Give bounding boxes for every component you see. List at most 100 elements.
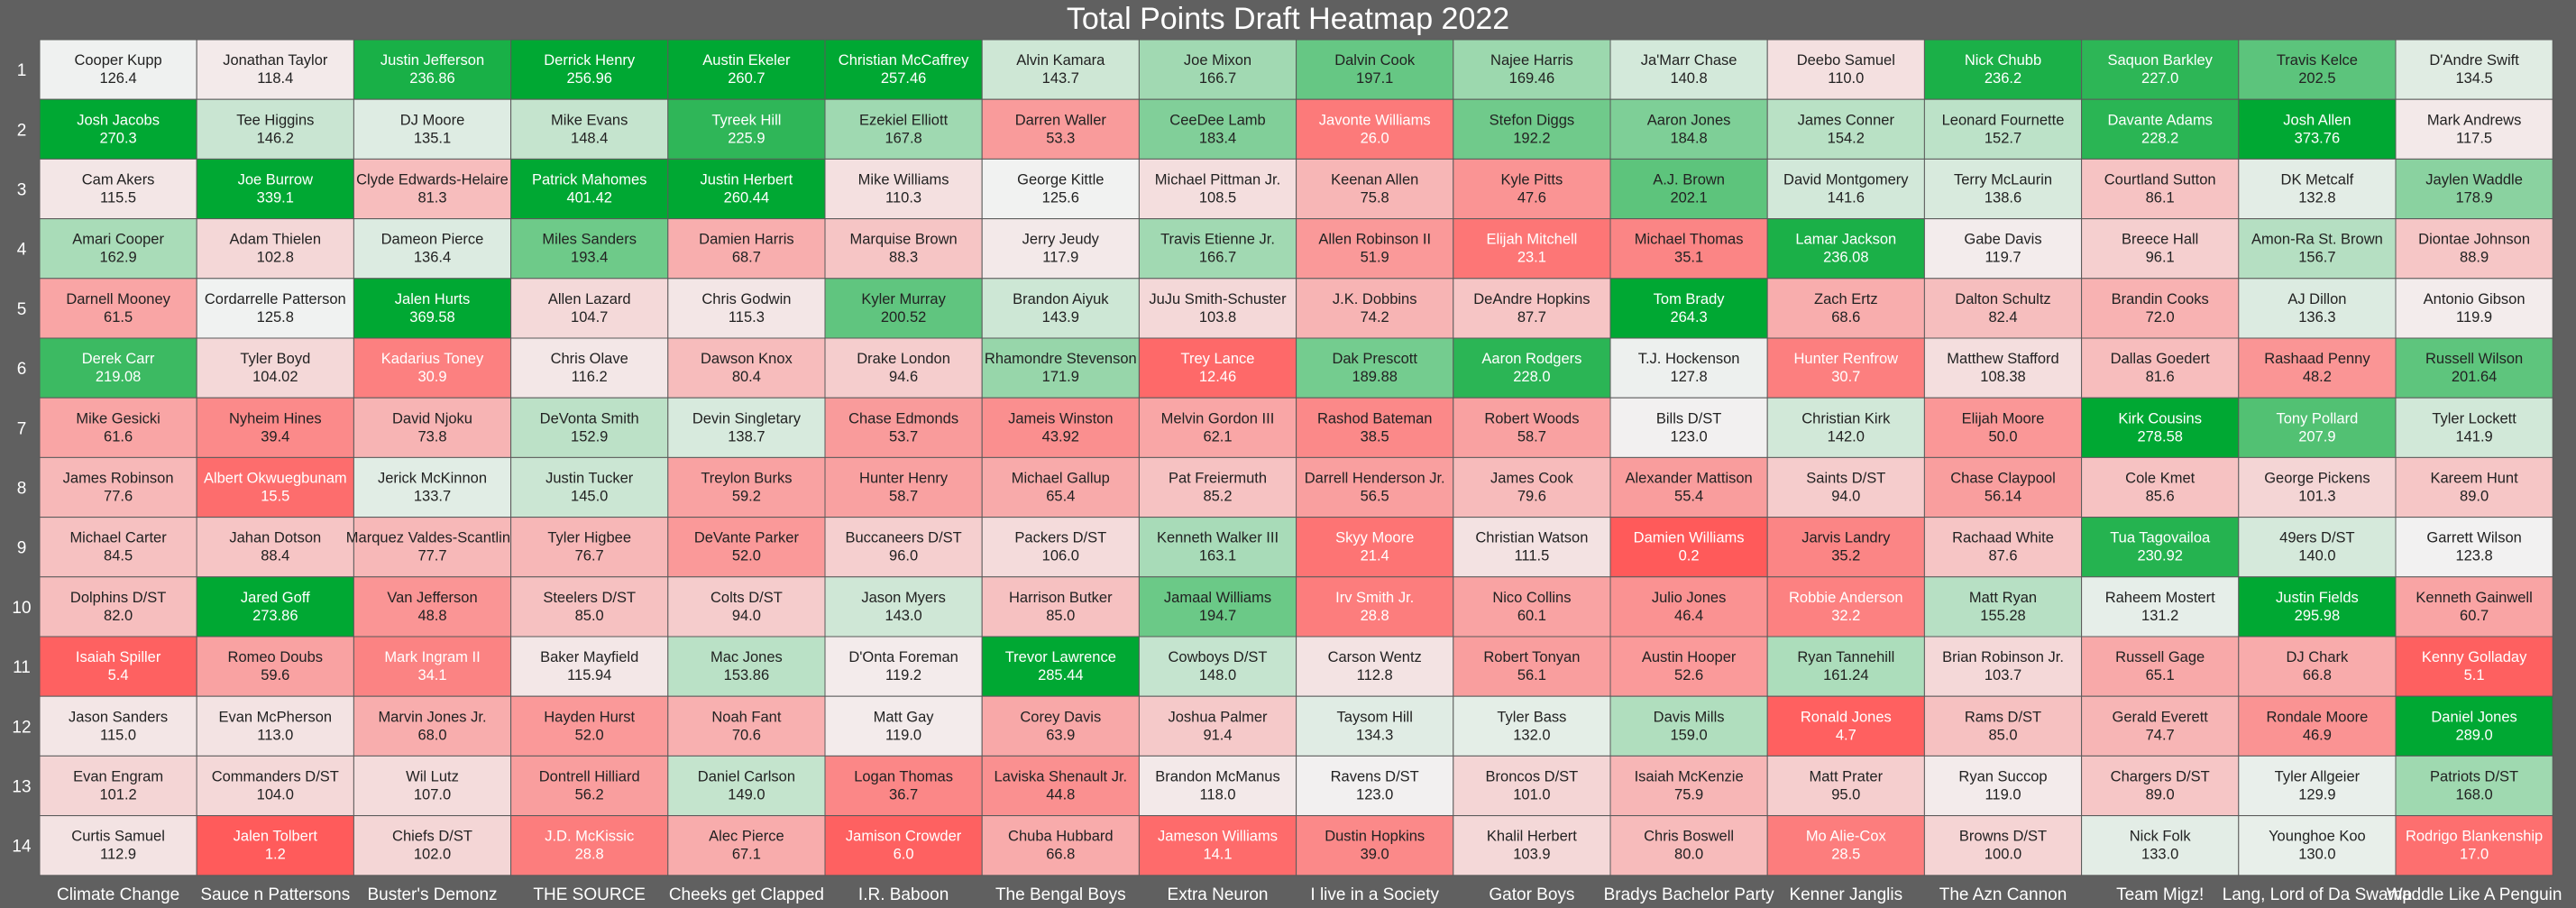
heatmap-cell: Baker Mayfield 115.94 (510, 636, 669, 697)
player-points: 5.4 (108, 667, 129, 683)
heatmap-cell: Dallas Goedert 81.6 (2081, 337, 2240, 399)
player-name: Cam Akers (82, 172, 155, 188)
heatmap-cell: Justin Tucker 145.0 (510, 456, 669, 518)
heatmap-cell-rect (2081, 815, 2240, 876)
player-name: Kenny Golladay (2422, 649, 2527, 665)
heatmap-cell: CeeDee Lamb 183.4 (1138, 98, 1297, 160)
heatmap-cell-rect (667, 636, 826, 697)
player-name: Chris Boswell (1644, 829, 1734, 845)
heatmap-cell: Tom Brady 264.3 (1609, 278, 1768, 339)
player-points: 143.7 (1042, 70, 1079, 87)
heatmap-cell-rect (1923, 98, 2083, 160)
player-name: Romeo Doubs (228, 649, 323, 665)
player-name: JuJu Smith-Schuster (1149, 291, 1287, 307)
player-name: Tee Higgins (236, 112, 314, 128)
heatmap-cell: George Kittle 125.6 (981, 158, 1140, 220)
player-name: Taysom Hill (1337, 709, 1413, 725)
heatmap-cell: David Montgomery 141.6 (1766, 158, 1925, 220)
heatmap-cell: Mo Alie-Cox 28.5 (1766, 815, 1925, 876)
player-points: 80.0 (1674, 847, 1703, 863)
heatmap-cell: Garrett Wilson 123.8 (2395, 517, 2553, 578)
player-points: 53.7 (889, 428, 918, 445)
player-points: 219.08 (96, 369, 141, 385)
player-name: Patrick Mahomes (532, 172, 646, 188)
player-points: 171.9 (1042, 369, 1079, 385)
player-name: Josh Jacobs (77, 112, 160, 128)
player-name: Trevor Lawrence (1005, 649, 1116, 665)
player-points: 228.2 (2141, 130, 2178, 146)
player-points: 178.9 (2455, 190, 2492, 206)
heatmap-cell: Michael Pittman Jr. 108.5 (1138, 158, 1297, 220)
heatmap-cell-rect (353, 815, 512, 876)
heatmap-cell: Stefon Diggs 192.2 (1453, 98, 1611, 160)
heatmap-cell-rect (667, 218, 826, 280)
player-points: 73.8 (417, 428, 446, 445)
player-name: Breece Hall (2122, 232, 2198, 248)
player-name: Keenan Allen (1331, 172, 1418, 188)
heatmap-cell: Tee Higgins 146.2 (196, 98, 354, 160)
team-label: I live in a Society (1310, 885, 1439, 904)
player-points: 110.0 (1828, 70, 1864, 87)
player-name: Austin Hooper (1642, 649, 1737, 665)
player-name: Chris Olave (551, 351, 628, 367)
player-points: 88.4 (261, 548, 289, 564)
heatmap-cell: Rhamondre Stevenson 171.9 (981, 337, 1140, 399)
player-points: 202.1 (1670, 190, 1707, 206)
player-points: 39.4 (261, 428, 289, 445)
player-points: 112.8 (1357, 667, 1393, 683)
player-points: 4.7 (1836, 727, 1856, 743)
heatmap-cell-rect (510, 636, 669, 697)
player-points: 102.0 (414, 847, 451, 863)
player-points: 202.5 (2298, 70, 2335, 87)
player-name: DeVonta Smith (540, 410, 639, 426)
player-points: 207.9 (2298, 428, 2335, 445)
team-label: Climate Change (57, 885, 179, 904)
heatmap-cell: Colts D/ST 94.0 (667, 576, 826, 637)
heatmap-cell-rect (1138, 98, 1297, 160)
player-name: Dalvin Cook (1334, 52, 1416, 69)
heatmap-cell-rect (1453, 98, 1611, 160)
player-points: 46.9 (2303, 727, 2332, 743)
player-points: 159.0 (1670, 727, 1707, 743)
heatmap-cell-rect (196, 576, 354, 637)
player-points: 85.6 (2146, 489, 2175, 505)
player-points: 96.0 (889, 548, 918, 564)
player-points: 6.0 (894, 847, 914, 863)
heatmap-cell: Ryan Succop 119.0 (1923, 755, 2083, 817)
heatmap-cell-rect (824, 337, 983, 399)
player-name: Christian Watson (1475, 530, 1588, 546)
heatmap-cell-rect (2081, 278, 2240, 339)
round-label: 1 (17, 61, 27, 80)
player-points: 91.4 (1203, 727, 1232, 743)
player-points: 134.3 (1356, 727, 1393, 743)
heatmap-cell-rect (1296, 456, 1454, 518)
heatmap-cell: Jerry Jeudy 117.9 (981, 218, 1140, 280)
player-points: 134.5 (2455, 70, 2492, 87)
player-name: Steelers D/ST (543, 590, 636, 606)
player-name: Melvin Gordon III (1161, 410, 1275, 426)
player-points: 193.4 (571, 250, 608, 266)
heatmap-cell: Michael Carter 84.5 (39, 517, 197, 578)
heatmap-cell-rect (667, 158, 826, 220)
player-points: 15.5 (261, 489, 289, 505)
player-points: 154.2 (1828, 130, 1865, 146)
heatmap-cell: Laviska Shenault Jr. 44.8 (981, 755, 1140, 817)
heatmap-cell: Nick Folk 133.0 (2081, 815, 2240, 876)
player-points: 145.0 (571, 489, 608, 505)
heatmap-cell-rect (1138, 576, 1297, 637)
heatmap-cell: DJ Moore 135.1 (353, 98, 512, 160)
player-points: 87.7 (1517, 309, 1546, 326)
player-points: 28.8 (575, 847, 604, 863)
heatmap-cell-rect (1766, 456, 1925, 518)
heatmap-cell: Hayden Hurst 52.0 (510, 695, 669, 757)
player-points: 166.7 (1199, 70, 1236, 87)
heatmap-cell: Jahan Dotson 88.4 (196, 517, 354, 578)
player-name: Kyler Murray (861, 291, 946, 307)
player-name: Tyreek Hill (711, 112, 781, 128)
heatmap-cell: Darrell Henderson Jr. 56.5 (1296, 456, 1454, 518)
player-name: Courtland Sutton (2104, 172, 2216, 188)
player-points: 228.0 (1513, 369, 1550, 385)
